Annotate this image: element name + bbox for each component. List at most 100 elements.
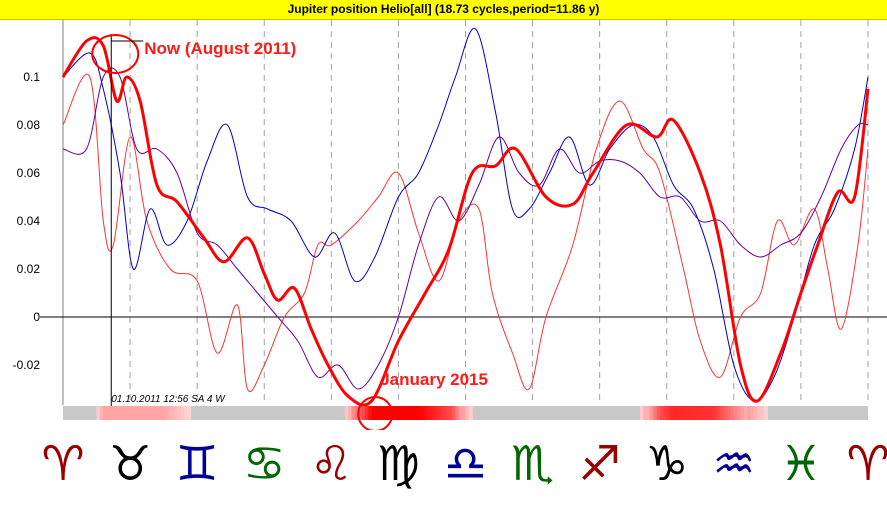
band-segment	[710, 406, 715, 420]
band-segment	[468, 406, 473, 420]
band-segment	[757, 406, 762, 420]
band-segment	[713, 406, 718, 420]
band-segment	[415, 406, 420, 420]
series-line	[61, 36, 870, 407]
band-segment	[737, 406, 742, 420]
band-segment	[693, 406, 698, 420]
y-tick-label: 0	[33, 310, 40, 324]
band-segment	[683, 406, 688, 420]
zodiac-sign-icon: ♑	[645, 436, 689, 492]
zodiac-sign-icon: ♍	[376, 436, 420, 492]
band-segment	[696, 406, 701, 420]
band-segment	[109, 406, 114, 420]
band-segment	[730, 406, 735, 420]
band-segment	[680, 406, 685, 420]
band-segment	[690, 406, 695, 420]
band-segment	[458, 406, 463, 420]
band-segment	[670, 406, 675, 420]
band-segment	[364, 406, 369, 420]
band-segment	[656, 406, 661, 420]
band-segment	[747, 406, 752, 420]
band-segment	[676, 406, 681, 420]
y-tick-label: 0.08	[17, 118, 41, 132]
band-segment	[160, 406, 165, 420]
band-segment	[717, 406, 722, 420]
band-segment	[374, 406, 379, 420]
band-segment	[143, 406, 148, 420]
band-segment	[133, 406, 138, 420]
zodiac-sign-icon: ♊	[175, 436, 219, 492]
band-segment	[177, 406, 181, 420]
zodiac-sign-icon: ♌	[309, 436, 353, 492]
january-circle	[357, 396, 394, 430]
band-segment	[170, 406, 175, 420]
band-segment	[452, 406, 457, 420]
title-bar: Jupiter position Helio[all] (18.73 cycle…	[0, 0, 887, 20]
band-segment	[103, 406, 108, 420]
band-segment	[425, 406, 430, 420]
band-segment	[653, 406, 658, 420]
band-segment	[703, 406, 708, 420]
band-segment	[150, 406, 155, 420]
band-segment	[166, 406, 171, 420]
chart-area[interactable]: 0.1 0.08 0.06 0.04 0.02 0 -0.02 Now (August 20…	[0, 20, 887, 430]
band-segment	[126, 406, 131, 420]
band-segment	[368, 406, 373, 420]
band-segment	[707, 406, 711, 420]
band-segment	[753, 406, 758, 420]
band-segment	[428, 406, 433, 420]
series-line	[62, 28, 869, 402]
band-segment	[660, 406, 664, 420]
band-segment	[388, 406, 393, 420]
band-segment	[183, 406, 188, 420]
band-segment	[116, 406, 121, 420]
band-segment	[96, 406, 101, 420]
band-segment	[361, 406, 366, 420]
band-segment	[385, 406, 389, 420]
band-segment	[381, 406, 386, 420]
y-tick-label: 0.06	[17, 166, 41, 180]
band-segment	[113, 406, 118, 420]
band-segment	[666, 406, 671, 420]
band-segment	[649, 406, 654, 420]
band-segment	[448, 406, 453, 420]
band-segment	[99, 406, 104, 420]
band-segment	[140, 406, 145, 420]
band-segment	[431, 406, 436, 420]
january-label: January 2015	[380, 370, 488, 389]
band-segment	[130, 406, 135, 420]
band-segment	[106, 406, 111, 420]
band-segment	[760, 406, 765, 420]
zodiac-sign-icon: ♉	[108, 436, 152, 492]
band-segment	[421, 406, 426, 420]
band-segment	[398, 406, 403, 420]
band-segment	[371, 406, 376, 420]
zodiac-sign-icon: ♏	[511, 436, 555, 492]
band-segment	[733, 406, 738, 420]
band-segment	[673, 406, 678, 420]
band-segment	[750, 406, 755, 420]
band-segment	[408, 406, 413, 420]
y-axis-ticks: 0.1 0.08 0.06 0.04 0.02 0 -0.02	[13, 70, 41, 372]
band-segment	[378, 406, 383, 420]
band-segment	[727, 406, 732, 420]
band-segment	[146, 406, 151, 420]
series-line	[62, 73, 869, 392]
band-segment	[455, 406, 460, 420]
band-segment	[663, 406, 668, 420]
band-segment	[136, 406, 141, 420]
band-segment	[358, 406, 363, 420]
now-circle	[91, 34, 140, 74]
band-segment	[348, 406, 353, 420]
band-segment	[643, 406, 648, 420]
band-segment	[740, 406, 745, 420]
zodiac-sign-strip: ♈ ♉ ♊ ♋ ♌ ♍ ♎ ♏ ♐ ♑ ♒ ♓ ♈	[0, 436, 887, 496]
band-segment	[344, 406, 349, 420]
window-title: Jupiter position Helio[all] (18.73 cycle…	[287, 2, 600, 16]
annotations: Now (August 2011) January 2015 01.10.201…	[91, 34, 488, 430]
cursor-timestamp: 01.10.2011 12:56 SA 4 W	[111, 394, 226, 405]
band-segment	[720, 406, 725, 420]
strength-band	[63, 406, 868, 420]
band-segment	[395, 406, 400, 420]
y-tick-label: -0.02	[13, 358, 41, 372]
